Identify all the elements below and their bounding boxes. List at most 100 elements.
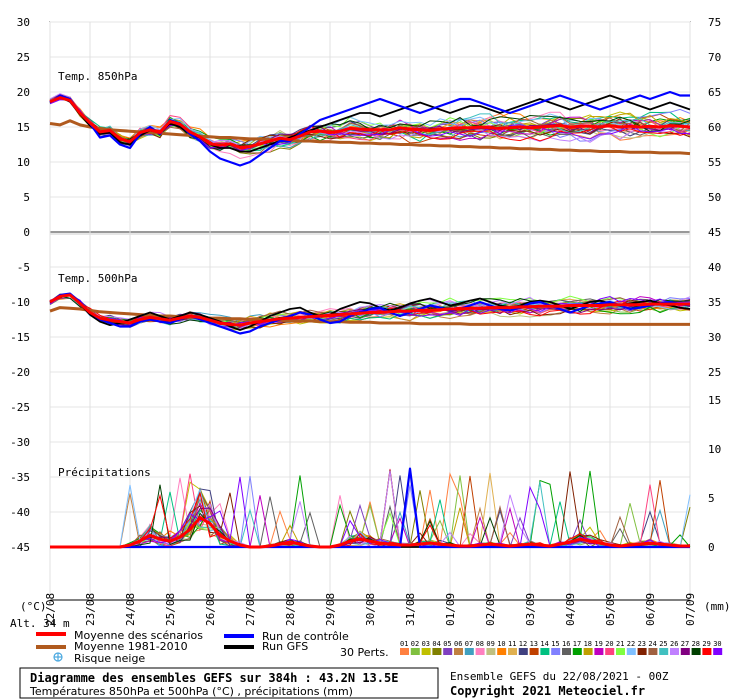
pert-number: 07 (465, 640, 473, 648)
legend-perturbation-swatches: 01 02 03 04 05 06 07 08 09 10 11 12 13 14 15 16 17 18 19 20… (400, 640, 723, 655)
series-line-mean-t850 (49, 96, 691, 149)
x-tick-label: 02/09 (484, 593, 497, 626)
x-tick-label: 05/09 (604, 593, 617, 626)
legend-gfs-label: Run GFS (262, 640, 308, 653)
series-line-control-t500 (49, 292, 691, 335)
pert-swatch (454, 648, 463, 655)
y-left-tick-label: -10 (10, 296, 30, 309)
y-left-tick-label: 0 (23, 226, 30, 239)
pert-number: 10 (497, 640, 505, 648)
y-right-tick-label: 0 (708, 541, 715, 554)
y-left-tick-label: 10 (17, 156, 30, 169)
pert-swatch (464, 648, 474, 655)
pert-number: 29 (702, 640, 710, 648)
run-info: Ensemble GEFS du 22/08/2021 - 00Z (450, 670, 669, 683)
pert-number: 22 (627, 640, 635, 648)
legend-mean-label: Moyenne des scénarios (74, 629, 203, 642)
pert-number: 18 (584, 640, 592, 648)
x-tick-label: 23/08 (84, 593, 97, 626)
pert-swatch (443, 648, 453, 655)
y-right-tick-label: 65 (708, 86, 721, 99)
pert-swatch (400, 648, 409, 655)
pert-number: 03 (422, 640, 430, 648)
pert-swatch (432, 648, 442, 655)
ensemble-member-line (50, 484, 690, 548)
pert-number: 15 (551, 640, 559, 648)
y-right-tick-label: 25 (708, 366, 721, 379)
pert-swatch (713, 648, 723, 655)
legend-clim-label: Moyenne 1981-2010 (74, 640, 188, 653)
pert-swatch (518, 648, 528, 655)
x-tick-label: 30/08 (364, 593, 377, 626)
pert-number: 28 (692, 640, 700, 648)
snowflake-icon (53, 652, 63, 662)
y-right-tick-label: 35 (708, 296, 721, 309)
pert-number: 26 (670, 640, 678, 648)
y-left-tick-label: -20 (10, 366, 30, 379)
pert-swatch (659, 648, 669, 655)
x-tick-label: 26/08 (204, 593, 217, 626)
pert-swatch (572, 648, 582, 655)
pert-swatch (583, 648, 593, 655)
ensemble-member-line (50, 476, 690, 548)
pert-swatch (475, 648, 485, 655)
pert-number: 12 (519, 640, 527, 648)
y-left-tick-label: -45 (10, 541, 30, 554)
pert-swatch (594, 648, 604, 655)
y-left-tick-label: -35 (10, 471, 30, 484)
y-right-tick-label: 75 (708, 16, 721, 29)
unit-right-label: (mm) (704, 600, 731, 613)
pert-swatch (616, 648, 625, 655)
y-left-tick-label: 5 (23, 191, 30, 204)
pert-number: 27 (681, 640, 689, 648)
unit-left-label: (°C) (20, 600, 47, 613)
pert-swatch (540, 648, 550, 655)
y-right-tick-label: 55 (708, 156, 721, 169)
title-box: Diagramme des ensembles GEFS sur 384h : … (19, 667, 439, 699)
pert-swatch (702, 648, 712, 655)
x-tick-label: 28/08 (284, 593, 297, 626)
legend-perts-label: 30 Perts. (340, 646, 389, 659)
x-tick-label: 06/09 (644, 593, 657, 626)
pert-swatch (637, 648, 647, 655)
pert-number: 21 (616, 640, 624, 648)
pert-number: 23 (638, 640, 646, 648)
ensemble-member-line (49, 96, 691, 148)
y-right-tick-label: 40 (708, 261, 721, 274)
legend-swatch-control (224, 634, 254, 638)
pert-swatch (648, 648, 658, 655)
panel-label-precip: Précipitations (58, 466, 151, 479)
pert-swatch (486, 648, 496, 655)
y-right-tick-label: 50 (708, 191, 721, 204)
legend-snow-label: Risque neige (74, 652, 145, 665)
pert-number: 14 (540, 640, 548, 648)
pert-number: 08 (476, 640, 484, 648)
y-left-tick-label: -25 (10, 401, 30, 414)
pert-swatch (605, 648, 615, 655)
legend-swatch-gfs (224, 645, 254, 649)
y-right-tick-label: 60 (708, 121, 721, 134)
x-tick-label: 29/08 (324, 593, 337, 626)
series-line-control-precip (50, 467, 690, 549)
pert-swatch (551, 648, 561, 655)
pert-number: 17 (573, 640, 581, 648)
pert-swatch (421, 648, 431, 655)
pert-number: 20 (605, 640, 613, 648)
pert-swatch (680, 648, 690, 655)
x-tick-label: 07/09 (684, 593, 697, 626)
pert-swatch (410, 648, 420, 655)
x-tick-label: 22/08 (44, 593, 57, 626)
x-tick-label: 04/09 (564, 593, 577, 626)
y-left-tick-label: -15 (10, 331, 30, 344)
y-left-tick-label: 25 (17, 51, 30, 64)
y-left-tick-label: -40 (10, 506, 30, 519)
pert-swatch (508, 648, 517, 655)
x-tick-label: 01/09 (444, 593, 457, 626)
series-line-mean-precip (50, 516, 690, 549)
pert-number: 19 (594, 640, 602, 648)
y-right-tick-label: 70 (708, 51, 721, 64)
axes-labels: 302520151050-5-10-15-20-25-30-35-40-4575… (10, 16, 721, 626)
y-left-tick-label: -5 (17, 261, 30, 274)
pert-number: 05 (443, 640, 451, 648)
